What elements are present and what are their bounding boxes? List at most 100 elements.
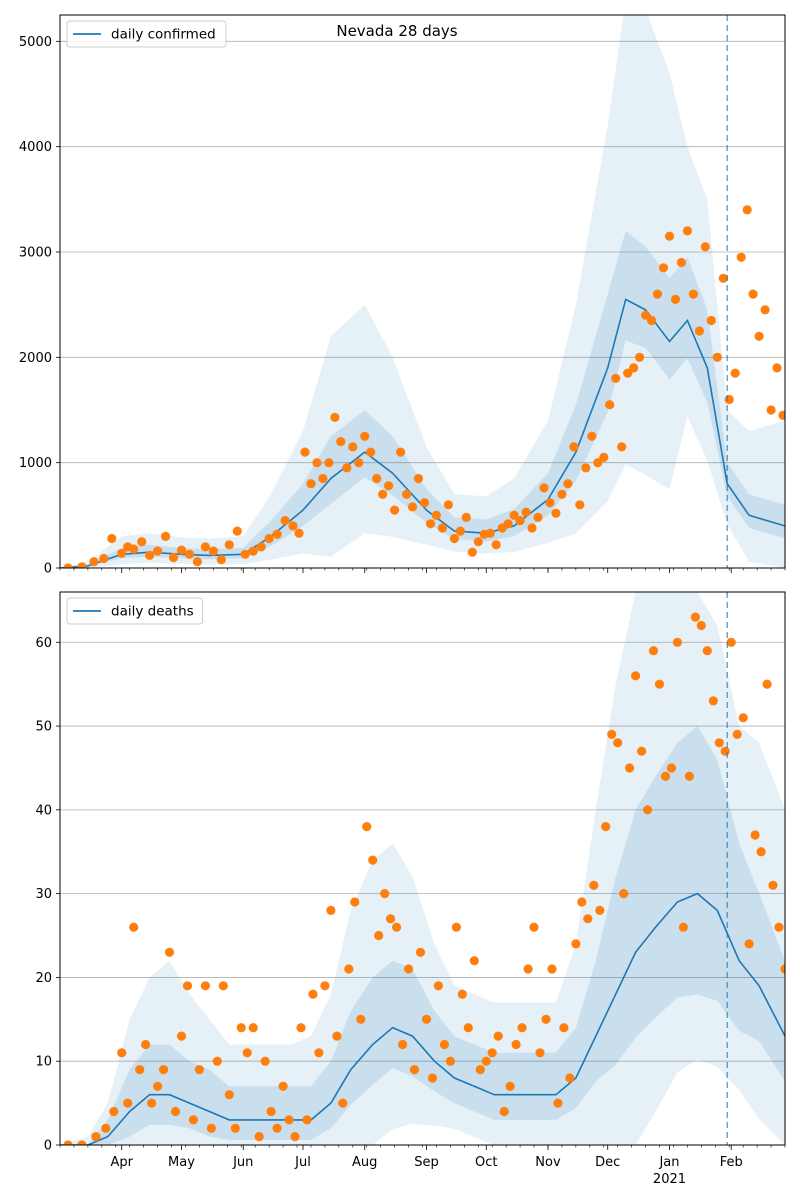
data-point xyxy=(433,981,443,991)
data-point xyxy=(260,1056,270,1066)
data-point xyxy=(491,540,501,550)
data-point xyxy=(467,547,477,557)
y-tick-label: 1000 xyxy=(19,456,52,471)
data-point xyxy=(161,531,171,542)
data-point xyxy=(415,947,426,957)
data-point xyxy=(63,1140,73,1145)
data-point xyxy=(774,922,784,932)
data-point xyxy=(563,479,573,489)
data-point xyxy=(230,1123,240,1133)
data-point xyxy=(664,231,675,241)
data-point xyxy=(445,1056,455,1066)
data-point xyxy=(135,1065,145,1075)
data-point xyxy=(726,637,736,647)
data-point xyxy=(750,830,760,840)
data-point xyxy=(660,771,671,781)
data-point xyxy=(581,463,591,473)
data-point xyxy=(517,1023,527,1033)
data-point xyxy=(515,516,525,526)
data-point xyxy=(553,1098,563,1108)
data-point xyxy=(732,729,742,740)
data-point xyxy=(354,458,364,468)
x-tick-label: Sep xyxy=(414,1155,439,1170)
data-point xyxy=(631,671,641,681)
data-point xyxy=(700,242,710,252)
data-point xyxy=(688,289,699,299)
data-point xyxy=(623,368,633,378)
y-tick-label: 30 xyxy=(35,887,52,902)
data-point xyxy=(248,1023,258,1033)
legend-box xyxy=(66,20,227,48)
data-point xyxy=(738,713,748,723)
data-point xyxy=(374,930,384,941)
data-point xyxy=(272,529,282,539)
data-point xyxy=(485,528,495,538)
data-point xyxy=(744,939,754,949)
data-point xyxy=(300,447,310,457)
y-tick-label: 2000 xyxy=(19,351,52,366)
x-tick-label: Jul xyxy=(294,1155,311,1170)
data-point xyxy=(236,1023,246,1033)
data-point xyxy=(439,1039,449,1050)
x-tick-label: Oct xyxy=(475,1155,497,1170)
data-point xyxy=(306,479,316,489)
data-point xyxy=(63,563,73,568)
data-point xyxy=(427,1073,438,1083)
y-tick-label: 0 xyxy=(44,1139,52,1154)
data-point xyxy=(720,746,730,756)
y-tick-label: 60 xyxy=(35,636,52,651)
data-point xyxy=(521,507,531,517)
x-tick-label: Aug xyxy=(352,1155,377,1170)
data-point xyxy=(766,405,776,415)
data-point xyxy=(611,373,621,383)
data-point xyxy=(569,442,579,452)
data-point xyxy=(768,880,778,890)
data-point xyxy=(296,1023,306,1033)
data-point xyxy=(587,431,597,441)
x-tick-label: Jun xyxy=(232,1155,253,1170)
y-tick-label: 4000 xyxy=(19,140,52,155)
data-point xyxy=(256,542,266,552)
data-point xyxy=(658,263,669,273)
data-point xyxy=(99,553,109,564)
data-point xyxy=(583,914,593,924)
data-point xyxy=(396,447,406,457)
data-point xyxy=(481,1056,491,1066)
data-point xyxy=(362,822,372,832)
data-point xyxy=(242,1048,252,1058)
data-point xyxy=(425,519,436,529)
data-point xyxy=(77,562,87,568)
data-point xyxy=(168,552,179,563)
x-tick-label: Feb xyxy=(720,1155,743,1170)
data-point xyxy=(164,947,175,957)
data-point xyxy=(654,679,665,689)
data-point xyxy=(714,738,724,748)
data-point xyxy=(503,519,513,529)
data-point xyxy=(350,897,360,907)
data-point xyxy=(182,981,193,991)
data-point xyxy=(421,1014,432,1024)
data-point xyxy=(571,939,581,949)
data-point xyxy=(724,394,734,405)
data-point xyxy=(218,981,228,991)
data-point xyxy=(509,510,519,520)
data-point xyxy=(278,1081,288,1091)
legend: daily confirmed xyxy=(66,20,227,48)
data-point xyxy=(107,533,117,544)
data-point xyxy=(117,1048,127,1058)
data-point xyxy=(473,537,483,547)
data-point xyxy=(129,544,139,554)
data-point xyxy=(461,512,471,523)
data-point xyxy=(200,542,210,552)
data-point xyxy=(641,310,651,320)
data-point xyxy=(708,696,718,706)
data-point xyxy=(232,526,242,536)
data-point xyxy=(308,989,318,999)
data-point xyxy=(780,964,785,974)
data-point xyxy=(535,1048,545,1058)
data-point xyxy=(457,989,467,999)
data-point xyxy=(342,463,352,473)
data-point xyxy=(748,289,758,299)
data-point xyxy=(778,410,785,420)
